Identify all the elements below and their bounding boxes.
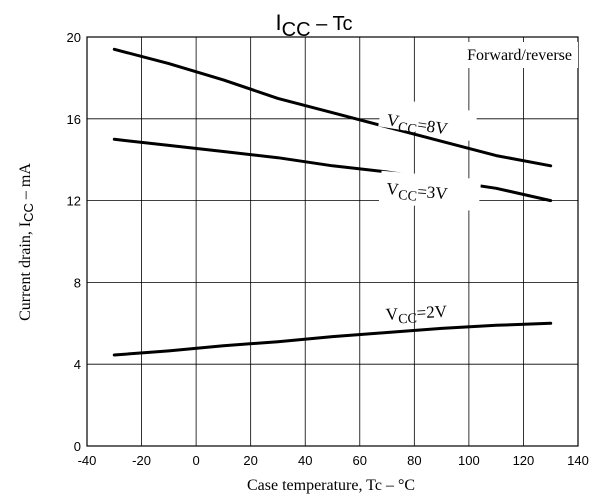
series-label-2v-rest: =2V (416, 302, 448, 323)
series-group (112, 47, 553, 357)
series-label-3v-rest: =3V (417, 182, 450, 204)
y-tick-label-0: 0 (74, 439, 81, 454)
chart-title-main: I (276, 10, 282, 35)
series-label-3v-main: V (386, 179, 401, 199)
annotation-text: Forward/reverse (467, 47, 572, 64)
series-label-8v-main: V (385, 110, 401, 131)
annotation-box (422, 42, 578, 68)
y-tick-label-2: 8 (74, 275, 81, 290)
series-line-0 (112, 47, 553, 168)
chart-title: ICC – Tc (276, 10, 353, 41)
y-axis-label-pre: Current drain, I (17, 222, 34, 321)
series-label-3v-sub: CC (398, 188, 418, 205)
svg-text:VCC=3V: VCC=3V (385, 179, 449, 207)
series-label-2v-main: V (385, 304, 399, 324)
x-tick-label-8: 120 (513, 453, 535, 468)
x-tick-labels: -40 -20 0 20 40 60 80 100 120 140 (78, 453, 589, 468)
svg-text:VCC=8V: VCC=8V (385, 110, 450, 142)
y-axis-label-post: – mA (17, 163, 34, 203)
x-tick-label-9: 140 (567, 453, 589, 468)
grid (86, 36, 579, 447)
x-tick-label-1: -20 (132, 453, 151, 468)
series-label-8v-sub: CC (397, 120, 418, 138)
plot-frame (86, 36, 579, 447)
y-axis-label: Current drain, ICC – mA (17, 163, 36, 321)
x-tick-label-2: 0 (192, 453, 199, 468)
series-label-8v-rest: =8V (416, 115, 450, 139)
x-tick-label-7: 100 (458, 453, 480, 468)
x-tick-label-6: 80 (407, 453, 421, 468)
series-label-2v: VCC=2V (385, 302, 448, 328)
series-label-3v: VCC=3V (378, 170, 482, 212)
series-line-1 (112, 137, 553, 203)
y-tick-label-4: 16 (67, 112, 81, 127)
chart-title-rest: – Tc (311, 13, 353, 35)
chart-title-sub: CC (282, 19, 311, 41)
y-tick-label-3: 12 (67, 194, 81, 209)
x-tick-label-3: 20 (243, 453, 257, 468)
series-label-8v: VCC=8V (378, 96, 478, 142)
x-tick-label-0: -40 (78, 453, 97, 468)
y-tick-labels: 0 4 8 12 16 20 (67, 30, 81, 454)
svg-text:VCC=2V: VCC=2V (385, 302, 448, 328)
x-tick-label-5: 60 (353, 453, 367, 468)
y-tick-label-1: 4 (74, 357, 81, 372)
x-tick-label-4: 40 (298, 453, 312, 468)
y-axis-label-sub: CC (21, 203, 36, 222)
series-line-2 (112, 321, 553, 357)
axes (86, 36, 579, 447)
x-axis-label: Case temperature, Tc – °C (247, 477, 415, 494)
y-tick-label-5: 20 (67, 30, 81, 45)
series-label-2v-sub: CC (398, 311, 417, 327)
